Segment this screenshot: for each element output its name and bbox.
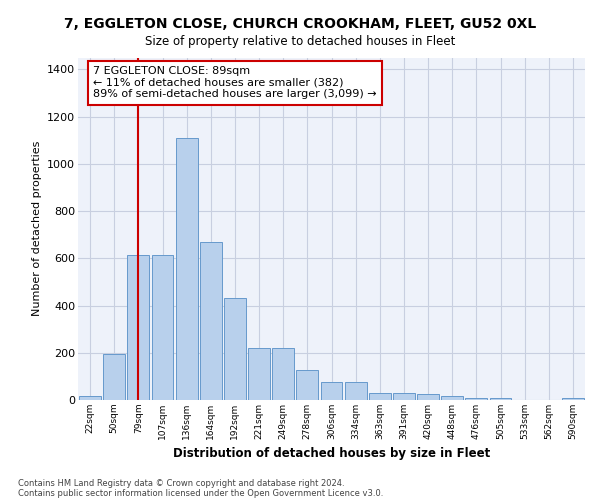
Text: Contains HM Land Registry data © Crown copyright and database right 2024.: Contains HM Land Registry data © Crown c…: [18, 478, 344, 488]
Bar: [417, 394, 439, 400]
Bar: [79, 396, 101, 400]
Bar: [127, 254, 149, 400]
Bar: [224, 298, 246, 400]
Text: Contains public sector information licensed under the Open Government Licence v3: Contains public sector information licen…: [18, 488, 383, 498]
Text: 7 EGGLETON CLOSE: 89sqm
← 11% of detached houses are smaller (382)
89% of semi-d: 7 EGGLETON CLOSE: 89sqm ← 11% of detache…: [93, 66, 377, 100]
Bar: [442, 396, 463, 400]
Bar: [200, 242, 221, 400]
X-axis label: Distribution of detached houses by size in Fleet: Distribution of detached houses by size …: [173, 448, 490, 460]
Bar: [176, 138, 197, 400]
Bar: [272, 348, 294, 400]
Bar: [466, 398, 487, 400]
Bar: [369, 393, 391, 400]
Bar: [103, 354, 125, 400]
Text: 7, EGGLETON CLOSE, CHURCH CROOKHAM, FLEET, GU52 0XL: 7, EGGLETON CLOSE, CHURCH CROOKHAM, FLEE…: [64, 18, 536, 32]
Bar: [393, 393, 415, 400]
Bar: [562, 398, 584, 400]
Bar: [490, 398, 511, 400]
Bar: [248, 348, 270, 400]
Bar: [296, 370, 318, 400]
Text: Size of property relative to detached houses in Fleet: Size of property relative to detached ho…: [145, 35, 455, 48]
Bar: [320, 382, 343, 400]
Y-axis label: Number of detached properties: Number of detached properties: [32, 141, 41, 316]
Bar: [152, 254, 173, 400]
Bar: [345, 382, 367, 400]
